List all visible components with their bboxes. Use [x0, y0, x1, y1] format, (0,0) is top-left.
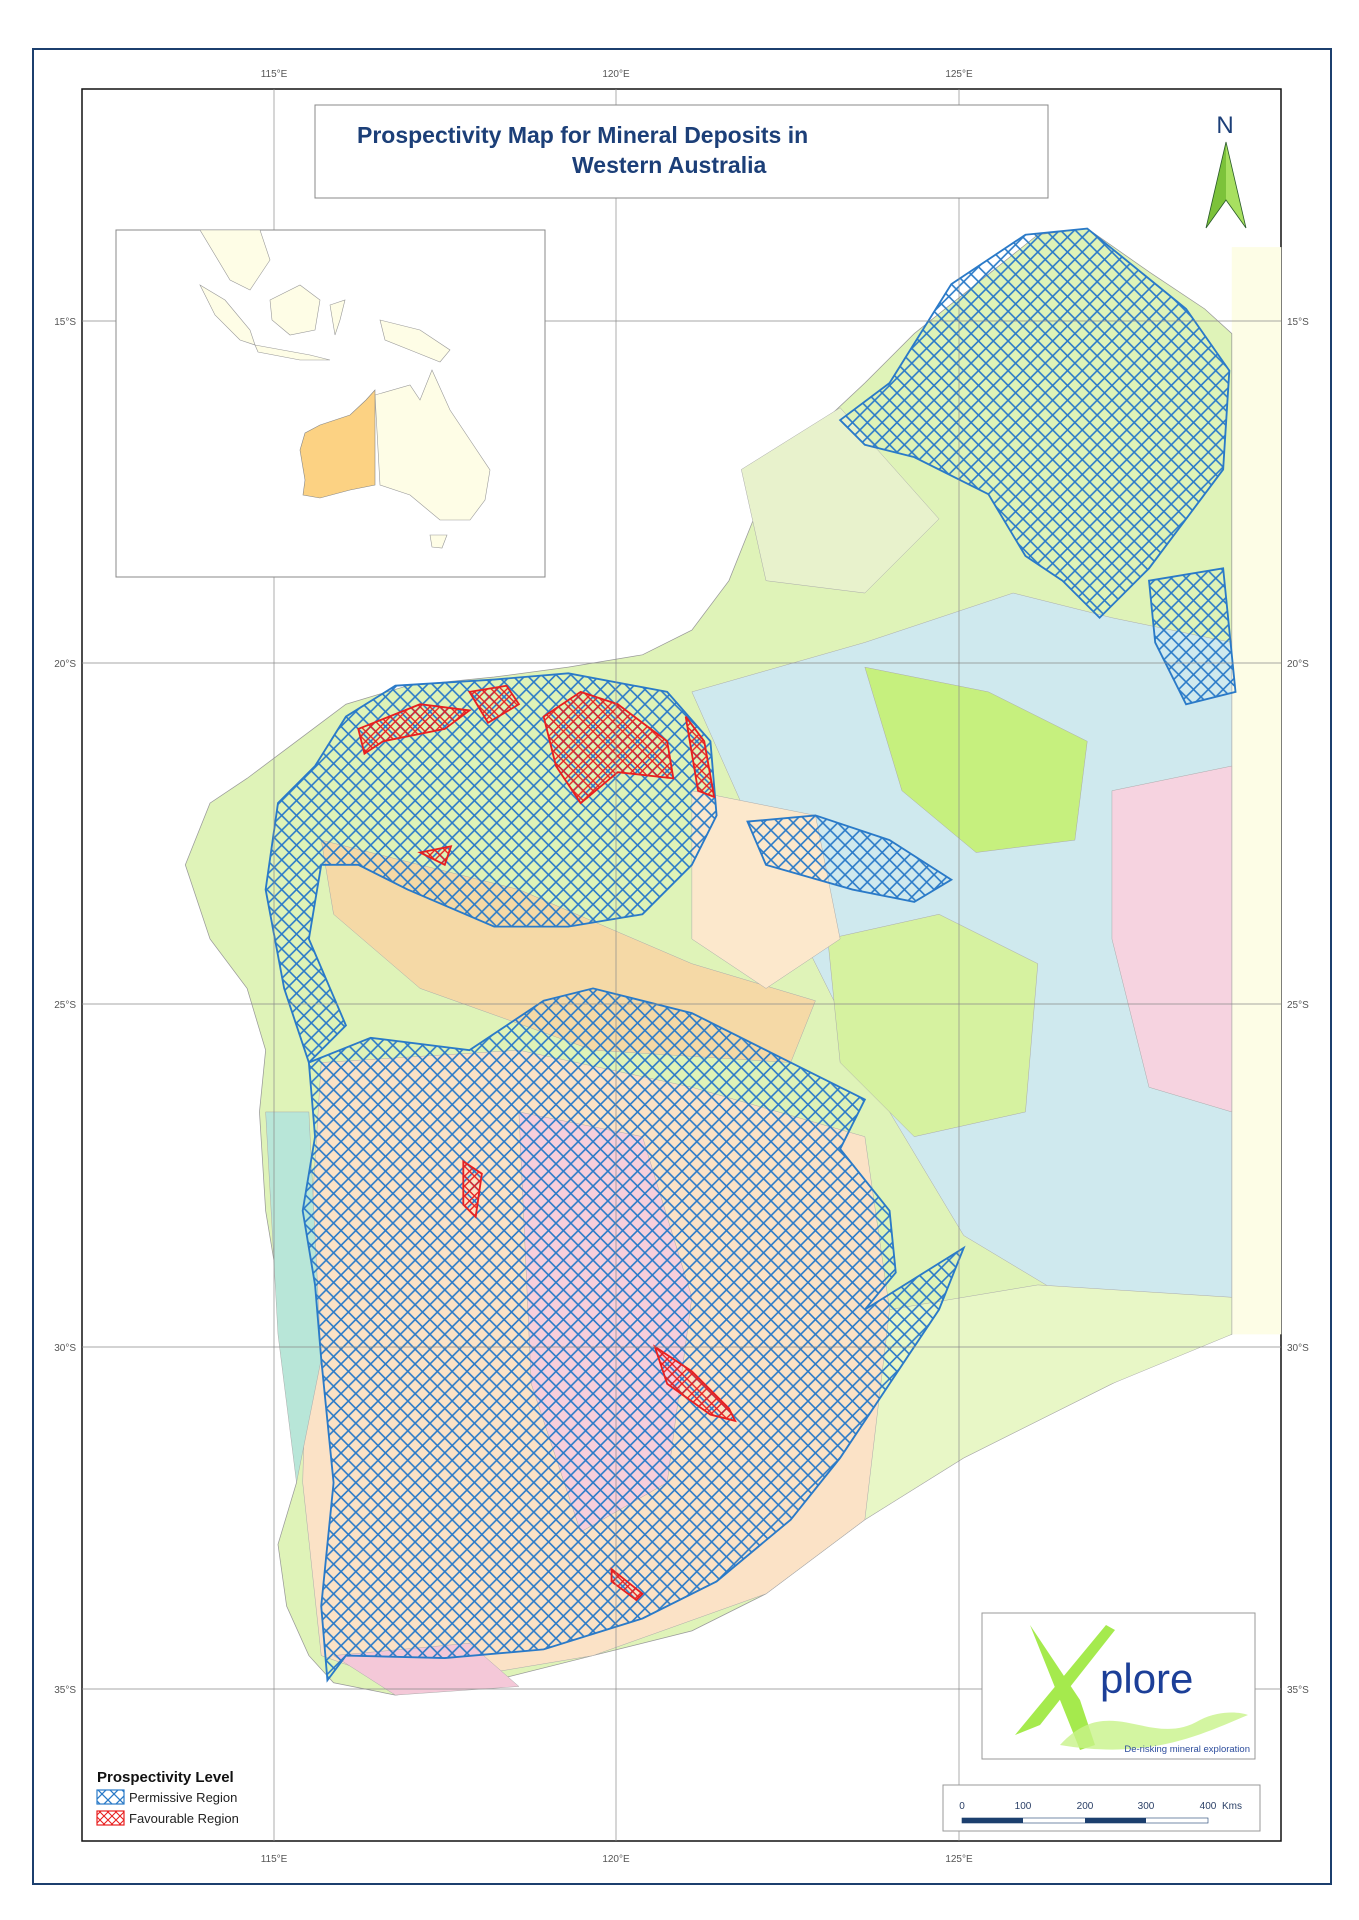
permissive-region-central [746, 814, 954, 903]
scale-label: 200 [1077, 1801, 1094, 1812]
inset-western-australia [299, 389, 376, 499]
tick-label: 35°S [1287, 1685, 1309, 1696]
tick-label: 25°S [54, 1000, 76, 1011]
inset-sulawesi [329, 299, 346, 336]
north-label: N [1216, 112, 1233, 139]
outer-frame [32, 48, 1332, 1885]
favourable-region [462, 1159, 483, 1219]
title-box: Prospectivity Map for Mineral Deposits i… [314, 104, 1049, 199]
favourable-region [542, 690, 675, 805]
favourable-region [653, 1344, 737, 1423]
favourable-region [610, 1567, 644, 1602]
tick-label: 125°E [945, 69, 973, 80]
inset-map [115, 229, 546, 578]
permissive-region-yilgarn [301, 987, 966, 1683]
permissive-region-kimberley [838, 227, 1231, 620]
inset-java [254, 344, 331, 361]
inset-australia-east [374, 369, 491, 521]
tick-label: 125°E [945, 1854, 973, 1865]
legend-item-favourable: Favourable Region [129, 1811, 239, 1826]
logo-tagline: De-risking mineral exploration [1124, 1744, 1250, 1755]
tick-label: 120°E [602, 69, 630, 80]
permissive-region-east-kimberley [1148, 567, 1237, 706]
inset-tasmania [429, 534, 448, 549]
longitude-labels-top: 115°E 120°E 125°E [261, 69, 973, 80]
northern-territory-strip [1231, 247, 1282, 1335]
inset-new-guinea [379, 319, 451, 363]
longitude-labels-bottom: 115°E 120°E 125°E [261, 1854, 973, 1865]
logo-x-mark [1015, 1625, 1115, 1750]
tick-label: 30°S [1287, 1343, 1309, 1354]
legend-item-permissive: Permissive Region [129, 1790, 237, 1805]
inset-borneo [269, 284, 321, 336]
scale-bar: 0 100 200 300 400 Kms [942, 1784, 1261, 1832]
scale-label: 300 [1138, 1801, 1155, 1812]
tick-label: 115°E [261, 69, 288, 80]
scale-label: 100 [1015, 1801, 1032, 1812]
favourable-region [467, 684, 521, 725]
tick-label: 20°S [1287, 659, 1309, 670]
tick-label: 25°S [1287, 1000, 1309, 1011]
legend: Prospectivity Level Permissive Region Fa… [96, 1769, 239, 1826]
tick-label: 30°S [54, 1343, 76, 1354]
tick-label: 15°S [54, 317, 76, 328]
favourable-region [357, 703, 472, 756]
north-arrow: N [1205, 112, 1247, 229]
latitude-labels-left: 15°S 20°S 25°S 30°S 35°S [54, 317, 76, 1696]
tick-label: 15°S [1287, 317, 1309, 328]
north-arrow-icon [1205, 141, 1247, 229]
map-title-line1: Prospectivity Map for Mineral Deposits i… [357, 122, 808, 148]
latitude-labels-right: 15°S 20°S 25°S 30°S 35°S [1287, 317, 1309, 1696]
map-title-line2: Western Australia [572, 152, 766, 178]
logo-wave [1060, 1712, 1248, 1750]
logo-wordmark: plore [1100, 1655, 1193, 1702]
scale-label: 0 [959, 1801, 965, 1812]
inset-asia [199, 229, 271, 291]
xplore-logo: plore De-risking mineral exploration [981, 1612, 1256, 1760]
tick-label: 20°S [54, 659, 76, 670]
favourable-region [684, 716, 716, 799]
tick-label: 120°E [602, 1854, 630, 1865]
legend-title: Prospectivity Level [97, 1769, 234, 1786]
tick-label: 35°S [54, 1685, 76, 1696]
favourable-region [417, 845, 453, 867]
map-body [184, 227, 1282, 1696]
favourable-regions [357, 684, 737, 1602]
permissive-swatch [96, 1789, 125, 1805]
scale-label: 400 [1200, 1801, 1217, 1812]
favourable-swatch [96, 1810, 125, 1826]
scale-unit: Kms [1222, 1801, 1242, 1812]
tick-label: 115°E [261, 1854, 288, 1865]
